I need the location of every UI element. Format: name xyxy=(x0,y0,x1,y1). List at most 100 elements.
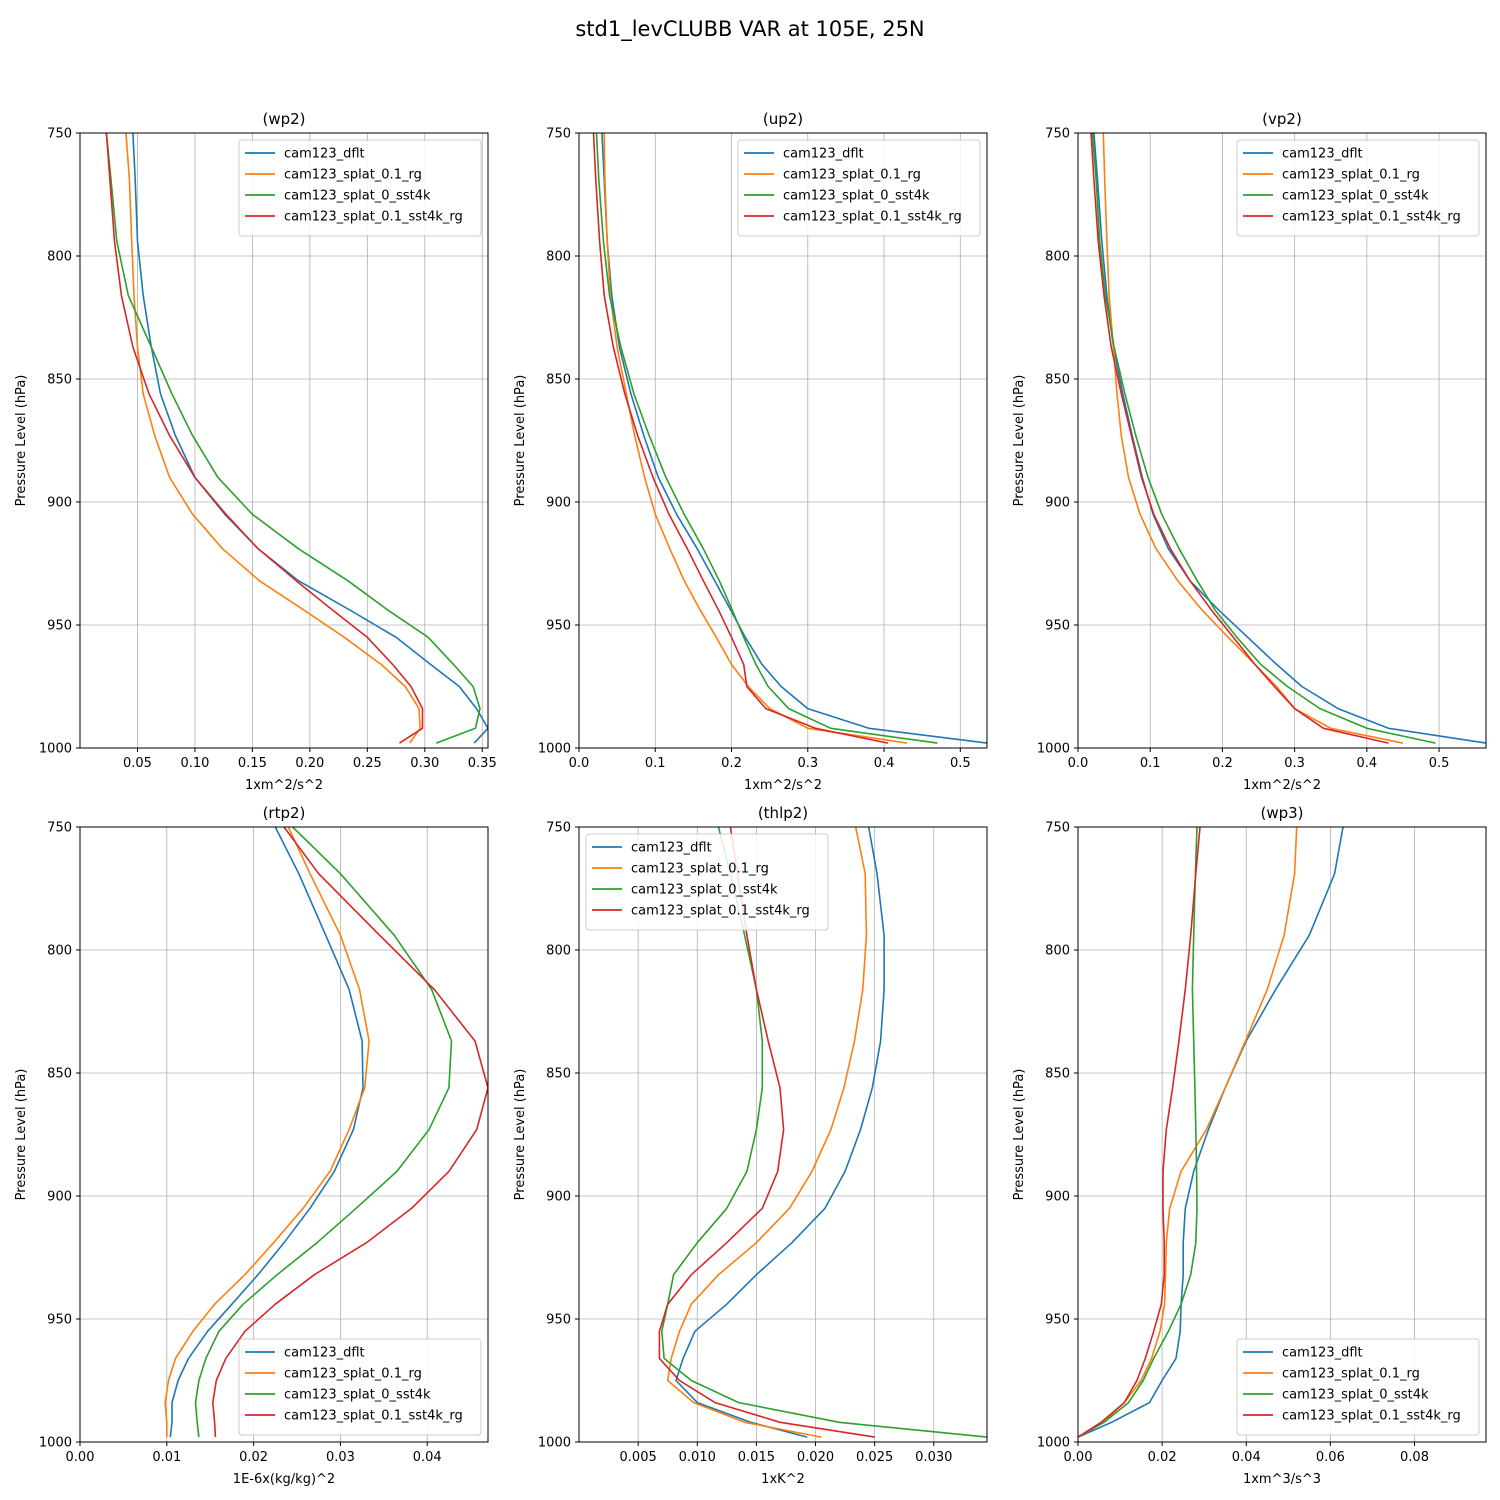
y-tick-label: 900 xyxy=(1045,1190,1070,1205)
series-line-cam123_splat_0.1_sst4k_rg xyxy=(212,827,488,1438)
x-axis-label: 1xm^2/s^2 xyxy=(744,778,822,793)
panel-title: (rtp2) xyxy=(263,804,306,822)
y-tick-label: 800 xyxy=(1045,944,1070,959)
series-line-cam123_dflt xyxy=(675,827,885,1438)
x-tick-label: 0.35 xyxy=(468,756,497,771)
y-tick-label: 950 xyxy=(546,1313,571,1328)
series-group xyxy=(105,133,488,744)
y-tick-label: 750 xyxy=(47,821,72,836)
series-line-cam123_splat_0.1_rg xyxy=(164,827,370,1438)
x-tick-label: 0.00 xyxy=(1064,1450,1093,1465)
series-line-cam123_dflt xyxy=(601,133,987,744)
series-group xyxy=(592,133,987,744)
y-axis-label: Pressure Level (hPa) xyxy=(513,375,528,507)
legend-label: cam123_splat_0_sst4k xyxy=(783,189,930,204)
legend-label: cam123_splat_0.1_rg xyxy=(631,862,769,877)
legend-label: cam123_dflt xyxy=(1282,147,1363,162)
x-tick-label: 0.03 xyxy=(326,1450,355,1465)
series-group xyxy=(164,827,488,1438)
x-tick-label: 0.25 xyxy=(353,756,382,771)
x-tick-label: 0.1 xyxy=(1140,756,1161,771)
y-tick-label: 900 xyxy=(546,1190,571,1205)
panel-title: (vp2) xyxy=(1262,110,1302,128)
legend-box xyxy=(238,139,482,237)
x-tick-label: 0.5 xyxy=(950,756,971,771)
x-tick-label: 0.30 xyxy=(410,756,439,771)
legend-label: cam123_dflt xyxy=(783,147,864,162)
y-tick-label: 750 xyxy=(47,127,72,142)
y-tick-label: 800 xyxy=(546,250,571,265)
y-tick-label: 950 xyxy=(47,1313,72,1328)
legend-label: cam123_splat_0_sst4k xyxy=(631,883,778,898)
x-tick-label: 0.4 xyxy=(1357,756,1378,771)
y-tick-label: 800 xyxy=(546,944,571,959)
legend-label: cam123_splat_0.1_sst4k_rg xyxy=(631,904,810,919)
legend-box xyxy=(1236,1338,1480,1436)
x-axis-label: 1E-6x(kg/kg)^2 xyxy=(233,1472,335,1487)
y-tick-label: 800 xyxy=(47,250,72,265)
legend-label: cam123_splat_0.1_rg xyxy=(1282,1367,1420,1382)
series-line-cam123_splat_0_sst4k xyxy=(1091,133,1436,744)
y-tick-label: 850 xyxy=(1045,1067,1070,1082)
legend-label: cam123_splat_0.1_sst4k_rg xyxy=(783,210,962,225)
x-tick-label: 0.02 xyxy=(239,1450,268,1465)
series-line-cam123_dflt xyxy=(1093,133,1486,744)
y-tick-label: 900 xyxy=(546,496,571,511)
legend: cam123_dflt cam123_splat_0.1_rg cam123_spl… xyxy=(1236,139,1480,237)
series-line-cam123_splat_0.1_sst4k_rg xyxy=(105,133,424,744)
y-tick-label: 1000 xyxy=(1037,1436,1070,1451)
series-line-cam123_splat_0.1_sst4k_rg xyxy=(658,827,875,1438)
legend-label: cam123_splat_0_sst4k xyxy=(284,189,431,204)
chart-panel-6: 0.00 0.02 0.04 0.06 0.08 750 800 850 900 950 1000 (… xyxy=(1012,804,1487,1487)
y-tick-label: 1000 xyxy=(39,742,72,757)
legend-label: cam123_splat_0.1_sst4k_rg xyxy=(1282,1409,1461,1424)
series-line-cam123_splat_0.1_rg xyxy=(603,133,908,744)
x-tick-label: 0.00 xyxy=(66,1450,95,1465)
legend-label: cam123_splat_0.1_rg xyxy=(783,168,921,183)
panel-title: (up2) xyxy=(763,110,803,128)
y-tick-label: 750 xyxy=(1045,821,1070,836)
y-axis-label: Pressure Level (hPa) xyxy=(1012,375,1027,507)
chart-panel-3: 0.0 0.1 0.2 0.3 0.4 0.5 750 800 850 900 950 1000 (vp… xyxy=(1012,110,1487,793)
x-axis-label: 1xm^2/s^2 xyxy=(1243,778,1321,793)
chart-panel-4: 0.00 0.01 0.02 0.03 0.04 750 800 850 900 950 1000 (… xyxy=(14,804,489,1487)
series-line-cam123_splat_0.1_sst4k_rg xyxy=(592,133,889,744)
x-tick-label: 0.3 xyxy=(1284,756,1305,771)
x-tick-label: 0.1 xyxy=(645,756,666,771)
x-tick-label: 0.5 xyxy=(1429,756,1450,771)
y-tick-label: 850 xyxy=(47,373,72,388)
chart-panel-5: 0.005 0.010 0.015 0.020 0.025 0.030 750 800 850 9… xyxy=(513,804,988,1487)
axes-frame xyxy=(578,826,988,1443)
legend-label: cam123_dflt xyxy=(1282,1346,1363,1361)
x-tick-label: 0.02 xyxy=(1148,1450,1177,1465)
legend-label: cam123_splat_0.1_rg xyxy=(284,1367,422,1382)
x-tick-label: 0.20 xyxy=(295,756,324,771)
series-line-cam123_splat_0.1_rg xyxy=(666,827,868,1438)
x-tick-label: 0.04 xyxy=(413,1450,442,1465)
series-line-cam123_splat_0.1_sst4k_rg xyxy=(1090,133,1389,744)
y-tick-label: 750 xyxy=(1045,127,1070,142)
x-axis-label: 1xK^2 xyxy=(761,1472,805,1487)
x-tick-label: 0.005 xyxy=(620,1450,657,1465)
x-tick-label: 0.030 xyxy=(915,1450,952,1465)
y-axis-label: Pressure Level (hPa) xyxy=(1012,1069,1027,1201)
series-group xyxy=(1090,133,1486,744)
y-tick-label: 850 xyxy=(1045,373,1070,388)
axes-frame xyxy=(1077,132,1487,749)
y-axis-label: Pressure Level (hPa) xyxy=(513,1069,528,1201)
axes-frame xyxy=(79,826,489,1443)
x-tick-label: 0.0 xyxy=(1068,756,1089,771)
legend: cam123_dflt cam123_splat_0.1_rg cam123_spl… xyxy=(737,139,981,237)
y-axis-label: Pressure Level (hPa) xyxy=(14,375,29,507)
y-tick-label: 850 xyxy=(47,1067,72,1082)
x-tick-label: 0.020 xyxy=(797,1450,834,1465)
axes-frame xyxy=(1077,826,1487,1443)
y-tick-label: 850 xyxy=(546,1067,571,1082)
panel-title: (wp2) xyxy=(262,110,305,128)
x-tick-label: 0.0 xyxy=(569,756,590,771)
y-tick-label: 1000 xyxy=(538,1436,571,1451)
series-line-cam123_splat_0_sst4k xyxy=(105,133,481,744)
series-line-cam123_splat_0_sst4k xyxy=(595,133,938,744)
